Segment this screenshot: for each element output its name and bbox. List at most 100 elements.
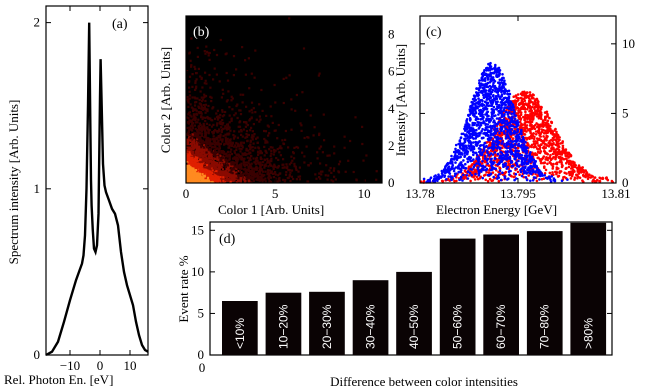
heatmap-cell <box>246 149 250 152</box>
heatmap-cell <box>189 127 192 130</box>
scatter-point <box>499 178 503 182</box>
scatter-point <box>543 161 547 164</box>
heatmap-cell <box>216 161 219 164</box>
heatmap-cell <box>230 178 233 181</box>
heatmap-cell <box>270 164 273 167</box>
heatmap-cell <box>204 71 207 74</box>
heatmap-cell <box>202 104 206 107</box>
scatter-point <box>557 167 560 170</box>
heatmap-cell <box>194 166 197 169</box>
heatmap-cell <box>273 172 276 175</box>
heatmap-cell <box>224 158 228 162</box>
scatter-point <box>581 173 585 177</box>
heatmap-cell <box>190 148 193 151</box>
heatmap-cell <box>233 157 236 160</box>
heatmap-cell <box>189 159 192 162</box>
scatter-point <box>542 165 546 169</box>
scatter-point <box>542 146 546 149</box>
heatmap-cell <box>205 122 208 125</box>
heatmap-cell <box>221 179 224 182</box>
heatmap-cell <box>252 142 255 145</box>
scatter-point <box>555 171 559 174</box>
heatmap-cell <box>196 156 199 159</box>
heatmap-cell <box>261 109 264 112</box>
heatmap-cell <box>333 167 336 170</box>
scatter-point <box>539 111 543 115</box>
heatmap-cell <box>187 105 190 108</box>
heatmap-cell <box>328 154 331 157</box>
heatmap-cell <box>230 163 233 166</box>
heatmap-cell <box>247 162 250 165</box>
heatmap-cell <box>191 118 194 121</box>
scatter-point <box>486 141 489 144</box>
heatmap-cell <box>207 131 210 134</box>
scatter-point <box>519 118 522 121</box>
heatmap-cell <box>219 142 222 146</box>
heatmap-cell <box>191 163 194 166</box>
heatmap-cell <box>273 150 276 154</box>
scatter-point <box>486 162 490 165</box>
heatmap-cell <box>333 152 336 155</box>
heatmap-cell <box>267 178 270 181</box>
scatter-point <box>546 112 549 116</box>
heatmap-cell <box>215 137 218 140</box>
scatter-point <box>505 100 509 104</box>
scatter-point <box>523 122 526 125</box>
heatmap-cell <box>201 126 204 129</box>
panel-c-scatter <box>419 61 614 184</box>
heatmap-cell <box>270 157 273 160</box>
heatmap-cell <box>281 166 284 169</box>
scatter-point <box>571 166 574 170</box>
heatmap-cell <box>271 121 274 124</box>
heatmap-cell <box>298 166 301 169</box>
scatter-point <box>546 115 549 118</box>
heatmap-cell <box>250 166 253 169</box>
heatmap-cell <box>198 106 201 109</box>
heatmap-cell <box>198 138 201 141</box>
scatter-point <box>535 112 538 116</box>
heatmap-cell <box>220 96 223 99</box>
heatmap-cell <box>245 135 248 139</box>
heatmap-cell <box>222 181 225 184</box>
heatmap-cell <box>204 116 207 119</box>
heatmap-cell <box>193 173 196 176</box>
scatter-point <box>515 149 519 153</box>
x-tick-label: 10 <box>124 358 137 373</box>
heatmap-cell <box>205 45 208 48</box>
heatmap-cell <box>266 160 269 163</box>
heatmap-cell <box>337 163 341 166</box>
heatmap-cell <box>197 111 200 114</box>
scatter-point <box>556 144 560 148</box>
scatter-point <box>549 149 553 152</box>
heatmap-cell <box>242 128 245 131</box>
heatmap-cell <box>223 114 226 117</box>
heatmap-cell <box>227 133 230 136</box>
heatmap-cell <box>278 147 281 150</box>
heatmap-cell <box>261 180 264 183</box>
heatmap-cell <box>193 146 196 149</box>
heatmap-cell <box>252 107 255 110</box>
heatmap-cell <box>247 133 250 137</box>
scatter-point <box>469 142 473 146</box>
heatmap-cell <box>189 137 192 140</box>
heatmap-cell <box>208 174 211 177</box>
heatmap-cell <box>197 140 200 143</box>
heatmap-cell <box>236 174 239 177</box>
heatmap-cell <box>193 180 196 183</box>
scatter-point <box>528 110 531 113</box>
heatmap-cell <box>227 140 230 143</box>
heatmap-cell <box>316 157 319 160</box>
heatmap-cell <box>302 47 306 50</box>
scatter-point <box>500 95 504 98</box>
heatmap-cell <box>228 154 231 157</box>
scatter-point <box>548 116 551 120</box>
scatter-point <box>499 128 503 131</box>
heatmap-cell <box>200 141 203 145</box>
heatmap-cell <box>318 172 321 175</box>
heatmap-cell <box>226 150 230 153</box>
scatter-point <box>534 153 537 156</box>
heatmap-cell <box>194 158 197 161</box>
heatmap-cell <box>189 176 193 179</box>
heatmap-cell <box>264 130 267 133</box>
